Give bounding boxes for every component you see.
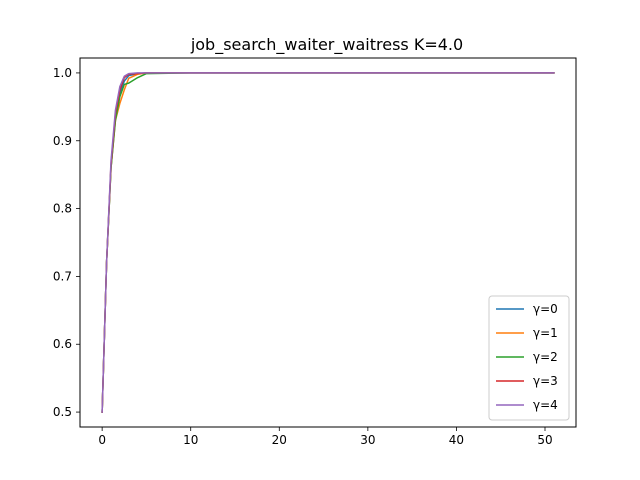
legend-label-1: γ=1	[533, 326, 558, 340]
y-axis: 0.5 0.6 0.7 0.8 0.9 1.0	[53, 66, 80, 419]
legend-label-3: γ=3	[533, 374, 558, 388]
x-tick-label: 30	[360, 433, 375, 447]
series-line-3	[101, 72, 555, 413]
y-tick-label: 0.6	[53, 337, 72, 351]
series-line-0	[101, 72, 555, 413]
x-tick-label: 50	[537, 433, 552, 447]
x-tick-label: 20	[272, 433, 287, 447]
plot-frame	[79, 57, 577, 428]
y-tick-label: 0.7	[53, 269, 72, 283]
x-tick-label: 10	[183, 433, 198, 447]
legend: γ=0 γ=1 γ=2 γ=3 γ=4	[488, 295, 570, 421]
y-tick-label: 1.0	[53, 66, 72, 80]
chart-title: job_search_waiter_waitress K=4.0	[190, 35, 463, 55]
legend-label-4: γ=4	[533, 398, 558, 412]
x-axis: 0 10 20 30 40 50	[98, 427, 553, 447]
legend-box	[488, 295, 570, 421]
y-tick-label: 0.9	[53, 134, 72, 148]
series-line-1	[101, 72, 555, 413]
legend-label-0: γ=0	[533, 302, 558, 316]
series-line-4	[101, 72, 555, 413]
x-tick-label: 40	[449, 433, 464, 447]
x-tick-label: 0	[98, 433, 106, 447]
legend-label-2: γ=2	[533, 350, 558, 364]
y-tick-label: 0.8	[53, 202, 72, 216]
plot-lines	[101, 72, 555, 413]
series-line-2	[101, 72, 555, 413]
y-tick-label: 0.5	[53, 405, 72, 419]
